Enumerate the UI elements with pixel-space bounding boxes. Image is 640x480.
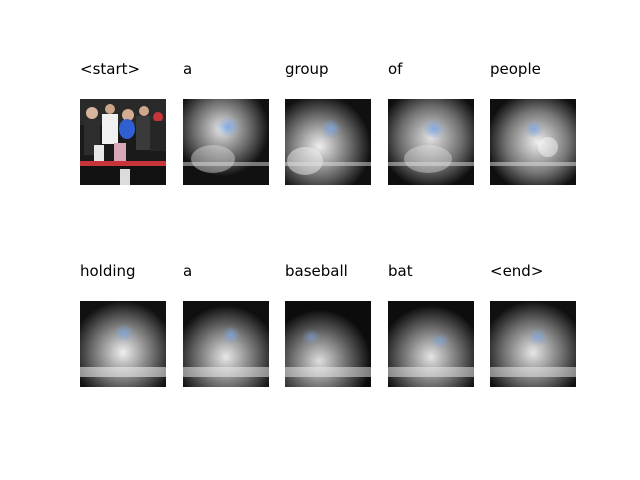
attention-map <box>388 301 474 387</box>
attention-map <box>388 99 474 185</box>
attention-map <box>285 301 371 387</box>
attention-map <box>490 301 576 387</box>
word-label: of <box>388 59 411 79</box>
word-label: <start> <box>80 59 149 79</box>
attention-map <box>285 99 371 185</box>
word-label: <end> <box>490 261 552 281</box>
attention-cell-a-2: a <box>183 261 269 387</box>
attention-cell-end: <end> <box>490 261 576 387</box>
word-label: a <box>183 261 201 281</box>
original-photo <box>80 99 166 185</box>
word-label: bat <box>388 261 421 281</box>
attention-cell-bat: bat <box>388 261 474 387</box>
word-label: holding <box>80 261 144 281</box>
attention-cell-baseball: baseball <box>285 261 371 387</box>
attention-cell-people: people <box>490 59 576 185</box>
attention-cell-of: of <box>388 59 474 185</box>
attention-map <box>490 99 576 185</box>
word-label: a <box>183 59 201 79</box>
attention-map <box>80 301 166 387</box>
word-label: group <box>285 59 337 79</box>
attention-map <box>183 99 269 185</box>
attention-map <box>183 301 269 387</box>
attention-cell-holding: holding <box>80 261 166 387</box>
attention-cell-group: group <box>285 59 371 185</box>
attention-cell-a-1: a <box>183 59 269 185</box>
attention-cell-start: <start> <box>80 59 166 185</box>
word-label: baseball <box>285 261 356 281</box>
word-label: people <box>490 59 549 79</box>
